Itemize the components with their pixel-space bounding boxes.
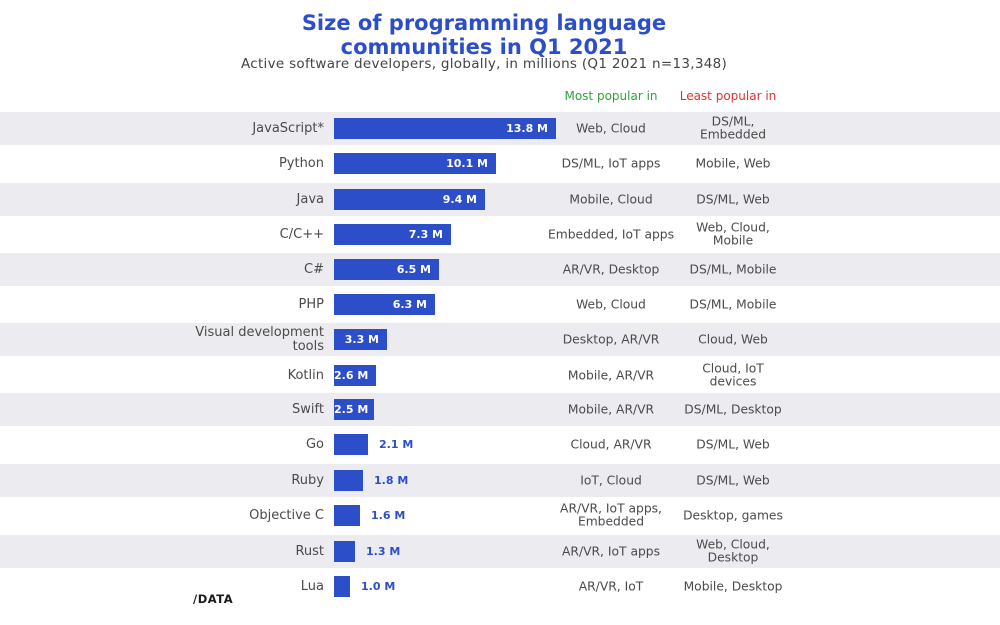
most-popular-cell: AR/VR, IoT <box>578 578 644 593</box>
value-bar <box>334 294 435 315</box>
value-bar <box>334 189 485 210</box>
least-popular-cell: DS/ML, Mobile <box>689 261 777 276</box>
value-label: 1.6 M <box>371 509 406 522</box>
chart-row: PHP 6.3 M Web, Cloud DS/ML, Mobile <box>0 288 1000 321</box>
most-popular-cell: Embedded, IoT apps <box>547 226 675 241</box>
chart-row: Ruby 1.8 M IoT, Cloud DS/ML, Web <box>0 464 1000 497</box>
row-band <box>0 253 1000 286</box>
language-label: JavaScript* <box>252 120 324 136</box>
chart-row: Kotlin 2.6 M Mobile, AR/VR Cloud, IoT device… <box>0 359 1000 392</box>
language-label: Objective C <box>249 507 324 523</box>
most-popular-cell: AR/VR, Desktop <box>562 261 660 276</box>
most-popular-cell: DS/ML, IoT apps <box>561 155 661 170</box>
value-bar <box>334 576 350 597</box>
language-label: Visual development tools <box>195 324 324 354</box>
value-label: 1.0 M <box>361 580 396 593</box>
value-label: 2.1 M <box>379 438 414 451</box>
least-popular-cell: DS/ML, Embedded <box>699 114 767 142</box>
data-logo: /DATA <box>193 592 234 606</box>
least-popular-cell: DS/ML, Mobile <box>689 296 777 311</box>
value-label: 9.4 M <box>442 193 477 206</box>
least-popular-cell: Mobile, Desktop <box>683 578 783 593</box>
most-popular-cell: Mobile, Cloud <box>569 191 653 206</box>
chart-row: Java 9.4 M Mobile, Cloud DS/ML, Web <box>0 183 1000 216</box>
value-label: 1.3 M <box>366 545 401 558</box>
chart-row: JavaScript* 13.8 M Web, Cloud DS/ML, Embedde… <box>0 112 1000 145</box>
chart-row: C# 6.5 M AR/VR, Desktop DS/ML, Mobile <box>0 253 1000 286</box>
chart-subtitle: Active software developers, globally, in… <box>240 56 728 72</box>
chart-row: Visual development tools 3.3 M Desktop, AR/… <box>0 323 1000 356</box>
chart-row: Rust 1.3 M AR/VR, IoT apps Web, Cloud, Deskt… <box>0 535 1000 568</box>
least-popular-cell: DS/ML, Web <box>696 436 770 451</box>
chart-row: Python 10.1 M DS/ML, IoT apps Mobile, Web <box>0 147 1000 180</box>
most-popular-cell: AR/VR, IoT apps <box>562 543 660 558</box>
value-bar <box>334 153 496 174</box>
least-popular-cell: Cloud, Web <box>698 331 768 346</box>
value-bar <box>334 470 363 491</box>
value-bar <box>334 365 376 386</box>
chart-row: Swift 2.5 M Mobile, AR/VR DS/ML, Desktop <box>0 393 1000 426</box>
value-label: 6.3 M <box>392 298 427 311</box>
value-bar <box>334 434 368 455</box>
language-label: Rust <box>295 543 324 559</box>
least-popular-header: Least popular in <box>679 89 777 103</box>
value-label: 10.1 M <box>446 157 488 170</box>
most-popular-cell: Web, Cloud <box>576 120 646 135</box>
value-label: 1.8 M <box>374 474 409 487</box>
value-label: 6.5 M <box>396 263 431 276</box>
language-label: Lua <box>300 578 324 594</box>
most-popular-cell: Web, Cloud <box>576 296 646 311</box>
language-label: PHP <box>298 296 324 312</box>
value-label: 3.3 M <box>344 333 379 346</box>
language-label: Ruby <box>291 472 324 488</box>
language-label: C# <box>304 261 324 277</box>
value-bar <box>334 541 355 562</box>
chart-row: Go 2.1 M Cloud, AR/VR DS/ML, Web <box>0 428 1000 461</box>
value-bar <box>334 118 556 139</box>
language-label: Kotlin <box>287 367 324 383</box>
row-band <box>0 464 1000 497</box>
least-popular-cell: DS/ML, Web <box>696 191 770 206</box>
most-popular-cell: Mobile, AR/VR <box>567 401 655 416</box>
most-popular-cell: Desktop, AR/VR <box>562 331 660 346</box>
value-bar <box>334 505 360 526</box>
row-band <box>0 183 1000 216</box>
chart-row: C/C++ 7.3 M Embedded, IoT apps Web, Cloud, M… <box>0 218 1000 251</box>
language-label: Java <box>296 191 324 207</box>
value-bar <box>334 259 439 280</box>
row-band <box>0 323 1000 356</box>
language-label: Go <box>305 436 324 452</box>
value-bar <box>334 329 387 350</box>
most-popular-cell: Cloud, AR/VR <box>570 436 652 451</box>
row-band <box>0 393 1000 426</box>
language-label: Python <box>278 155 324 171</box>
most-popular-cell: IoT, Cloud <box>580 472 642 487</box>
most-popular-cell: Mobile, AR/VR <box>567 367 655 382</box>
least-popular-cell: DS/ML, Web <box>696 472 770 487</box>
value-bar <box>334 399 374 420</box>
most-popular-header: Most popular in <box>564 89 658 103</box>
value-label: 13.8 M <box>506 122 548 135</box>
most-popular-cell: AR/VR, IoT apps, Embedded <box>560 501 662 529</box>
least-popular-cell: DS/ML, Desktop <box>684 401 782 416</box>
language-label: C/C++ <box>279 226 324 242</box>
least-popular-cell: Web, Cloud, Desktop <box>696 537 770 565</box>
value-bar <box>334 224 451 245</box>
chart-title-line-2: communities in Q1 2021 <box>340 35 628 59</box>
least-popular-cell: Cloud, IoT devices <box>702 361 764 389</box>
chart-title-line-1: Size of programming language <box>301 11 667 35</box>
least-popular-cell: Mobile, Web <box>695 155 771 170</box>
chart-row: Objective C 1.6 M AR/VR, IoT apps, Embedded… <box>0 499 1000 532</box>
value-label: 2.6 M <box>334 369 369 382</box>
chart-row: Lua 1.0 M AR/VR, IoT Mobile, Desktop <box>0 570 1000 603</box>
language-label: Swift <box>292 401 324 417</box>
value-label: 7.3 M <box>408 228 443 241</box>
least-popular-cell: Web, Cloud, Mobile <box>696 220 770 248</box>
least-popular-cell: Desktop, games <box>683 507 783 522</box>
value-label: 2.5 M <box>334 403 369 416</box>
row-band <box>0 535 1000 568</box>
